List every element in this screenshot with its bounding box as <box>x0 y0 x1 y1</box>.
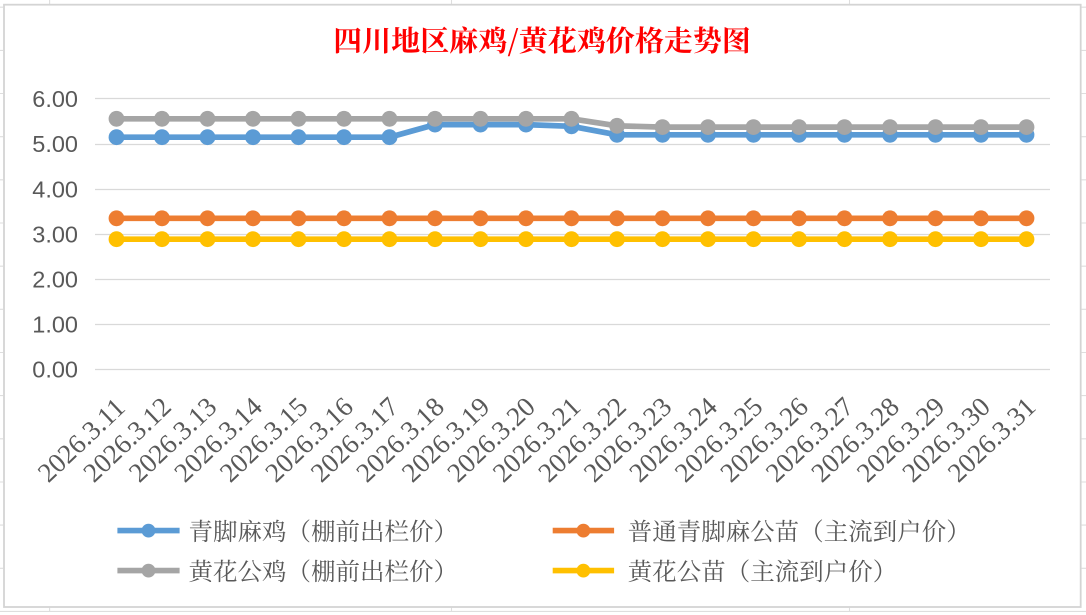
svg-text:2.00: 2.00 <box>32 267 78 293</box>
svg-text:0.00: 0.00 <box>32 357 78 383</box>
svg-text:3.00: 3.00 <box>32 221 78 247</box>
svg-text:1.00: 1.00 <box>32 312 78 338</box>
svg-text:5.00: 5.00 <box>32 131 78 157</box>
svg-text:4.00: 4.00 <box>32 176 78 202</box>
svg-text:6.00: 6.00 <box>32 86 78 112</box>
